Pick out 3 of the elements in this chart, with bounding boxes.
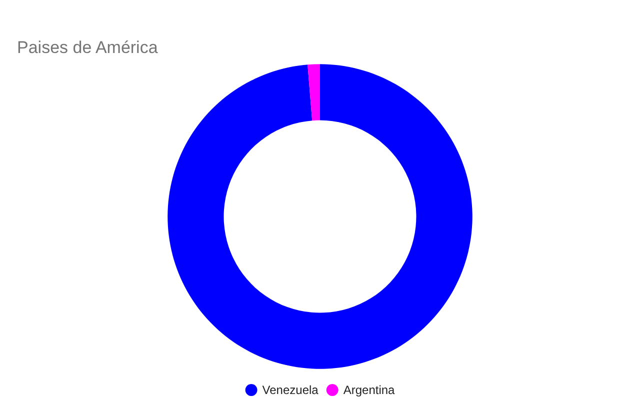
chart-title: Paises de América <box>17 38 158 57</box>
legend-label: Venezuela <box>262 383 319 397</box>
legend-label: Argentina <box>343 383 396 397</box>
